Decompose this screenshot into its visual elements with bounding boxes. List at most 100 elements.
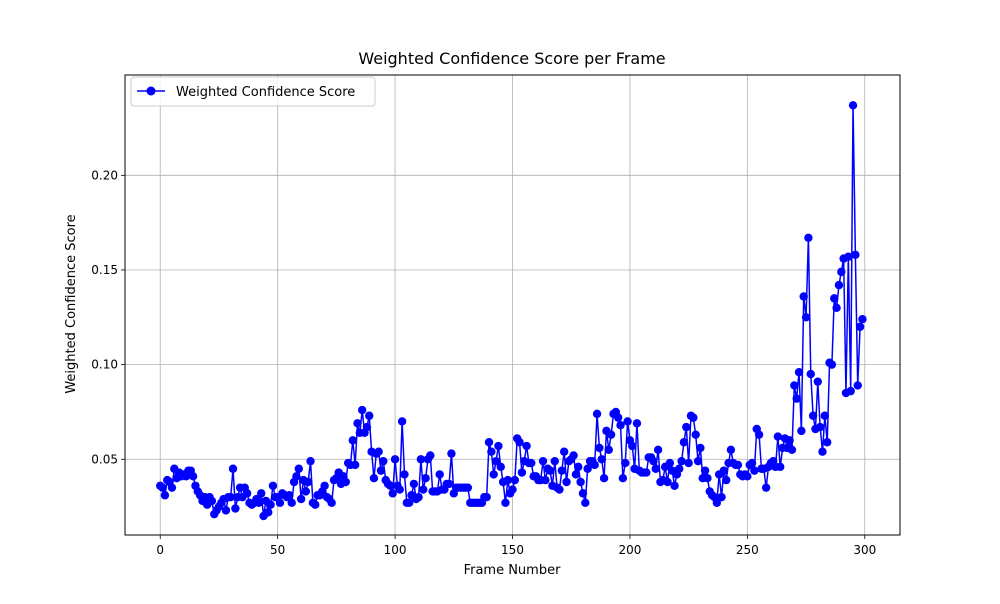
data-point [743,472,752,481]
data-point [851,250,860,260]
data-point [435,470,444,479]
data-point [773,432,783,441]
data-point [792,394,801,403]
data-point [496,462,505,472]
data-point [287,498,296,508]
data-point [188,472,198,481]
legend-marker-swatch [146,86,156,96]
data-point [320,481,329,490]
data-point [853,381,862,390]
data-point [404,498,414,508]
data-point [818,447,827,456]
data-point [613,413,623,422]
legend-label: Weighted Confidence Score [176,85,355,100]
y-tick-label: 0.20 [91,168,118,182]
x-tick-label: 300 [853,543,876,557]
data-point [484,438,494,447]
data-point [726,445,736,455]
data-point [294,464,303,473]
data-point [677,456,686,466]
data-point [341,477,350,487]
data-point [808,411,818,420]
data-point [550,456,559,466]
data-point [501,498,510,508]
data-point [545,466,555,475]
data-point [409,479,419,489]
data-point [160,491,170,500]
data-point [858,315,867,324]
data-point [576,477,585,487]
data-point [527,458,536,468]
data-point [369,474,379,483]
data-point [696,443,705,453]
data-point [221,506,231,515]
data-point [242,489,252,498]
data-point [679,438,689,447]
data-point [834,280,844,290]
data-point [268,481,278,490]
data-point [642,468,651,477]
data-point [754,430,764,439]
data-point [421,474,430,483]
data-point [353,419,362,428]
data-point [574,462,583,472]
data-point [794,368,804,377]
data-point [395,485,404,494]
data-point [621,458,630,468]
data-point [487,447,496,456]
data-point [510,475,520,485]
data-point [226,492,235,502]
legend: Weighted Confidence Score [130,76,376,107]
data-point [832,303,841,313]
data-point [503,475,512,485]
data-point [275,498,285,508]
data-point [855,322,865,331]
data-point [830,294,839,303]
data-point [801,313,811,322]
data-point [719,466,729,475]
data-point [665,458,675,468]
data-point [761,483,771,492]
data-point [557,466,567,475]
x-tick-label: 100 [384,543,407,557]
data-point [264,508,273,517]
data-point [733,460,743,470]
data-point [837,267,846,277]
data-point [700,466,710,475]
data-point [508,485,517,494]
y-tick-label: 0.10 [91,358,118,372]
data-point [571,470,581,479]
x-tick-label: 50 [270,543,285,557]
data-point [362,422,372,432]
data-point [632,419,642,428]
data-point [541,475,550,485]
data-point [785,436,794,445]
data-point [444,479,454,489]
data-point [515,438,524,447]
data-point [292,472,301,481]
data-point [306,456,315,466]
data-point [489,470,498,479]
data-point [207,496,217,506]
data-point [604,445,613,455]
data-point [447,449,456,458]
data-point [555,485,564,494]
data-point [376,466,386,475]
legend-box [130,76,376,107]
data-point [820,411,830,420]
data-point [254,498,264,508]
series-marker-layer [156,101,867,521]
data-point [517,468,527,477]
data-point [799,292,808,301]
data-point [414,492,423,502]
data-point [815,422,825,432]
y-tick-label: 0.05 [91,452,118,466]
data-point [691,430,700,439]
data-point [827,360,837,369]
data-point [599,474,609,483]
data-point [463,483,473,492]
data-point [522,441,531,451]
data-point [266,500,275,509]
